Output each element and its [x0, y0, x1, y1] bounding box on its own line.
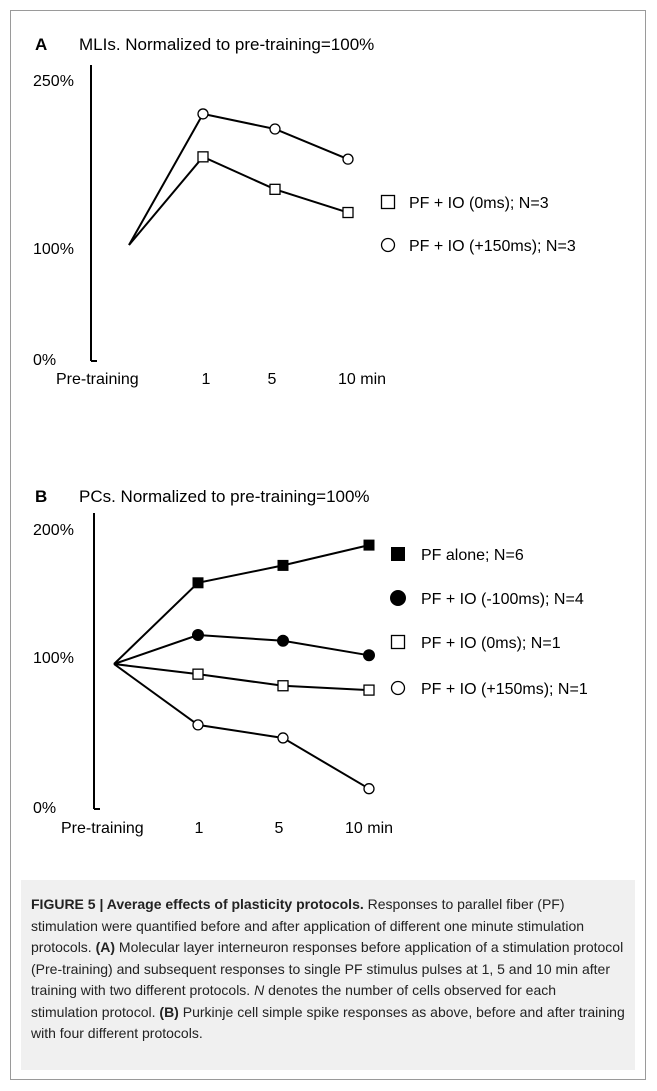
legend-marker — [390, 590, 406, 606]
data-point — [363, 649, 375, 662]
legend-entry: PF + IO (+150ms); N=1 — [390, 680, 588, 698]
series-line — [128, 155, 349, 246]
data-point — [192, 668, 204, 680]
series-line — [113, 663, 370, 790]
caption-a-ref: (A) — [95, 939, 116, 955]
caption-a-text-2: denotes the number of cells observed for… — [31, 982, 557, 1020]
series-line — [113, 633, 370, 665]
data-point — [192, 719, 204, 731]
y-tick-label: 0% — [33, 800, 56, 817]
caption-n-italic: N — [254, 982, 265, 998]
data-point — [342, 206, 354, 219]
y-tick-label: 0% — [33, 352, 56, 369]
panel-a-chart: 250% 100% 0%Pre-training 1 5 10 min PF + IO (0… — [33, 65, 576, 388]
x-tick-label: 10 min — [345, 820, 393, 837]
legend-entry: PF + IO (0ms); N=1 — [390, 634, 561, 652]
caption-a-text-1: Molecular layer interneuron responses be… — [31, 939, 624, 998]
figure-frame: A MLIs. Normalized to pre-training=100% 2… — [10, 10, 646, 1080]
caption-intro: Responses to parallel fiber (PF) stimula… — [31, 896, 585, 955]
panel-b-title-row: B PCs. Normalized to pre-training=100% — [35, 487, 370, 507]
panel-a-title: MLIs. Normalized to pre-training=100% — [79, 35, 375, 54]
legend-label: PF alone; N=6 — [421, 547, 524, 564]
legend-label: PF + IO (-100ms); N=4 — [421, 591, 584, 608]
x-tick-label: Pre-training — [56, 371, 139, 388]
caption-label: FIGURE 5 | Average effects of plasticity… — [31, 896, 364, 912]
legend-label: PF + IO (+150ms); N=3 — [409, 238, 576, 255]
legend-entry: PF + IO (+150ms); N=3 — [380, 237, 576, 255]
data-point — [277, 634, 289, 647]
series-3 — [113, 663, 375, 696]
legend-label: PF + IO (+150ms); N=1 — [421, 681, 588, 698]
panel-a-letter: A — [35, 35, 48, 54]
panel-b-title: PCs. Normalized to pre-training=100% — [79, 487, 370, 506]
series-line — [128, 112, 349, 246]
x-tick-label: 5 — [275, 820, 284, 837]
legend-label: PF + IO (0ms); N=1 — [421, 635, 561, 652]
panel-b-letter: B — [35, 487, 48, 506]
data-point — [197, 151, 209, 163]
data-point — [363, 783, 375, 795]
x-tick-label: 1 — [202, 371, 211, 388]
panel-a-title-row: A MLIs. Normalized to pre-training=100% — [35, 35, 374, 55]
series-4 — [113, 663, 375, 795]
data-point — [277, 732, 289, 744]
panel-b: B PCs. Normalized to pre-training=100% 20… — [11, 461, 647, 871]
data-point — [192, 577, 204, 589]
legend-marker — [380, 237, 396, 253]
data-point — [269, 183, 281, 195]
series-1 — [128, 151, 354, 246]
legend-marker — [380, 194, 396, 210]
x-tick-label: 10 min — [338, 371, 386, 388]
x-tick-label: Pre-training — [61, 820, 144, 837]
data-point — [363, 684, 375, 696]
legend-marker — [390, 680, 406, 696]
legend-entry: PF + IO (-100ms); N=4 — [390, 590, 584, 608]
x-tick-label: 1 — [195, 820, 204, 837]
panel-b-chart: 200% 100% 0% Pre-training 1 5 10 min PF alone; … — [33, 513, 588, 837]
legend-marker — [390, 634, 406, 650]
figure-caption: FIGURE 5 | Average effects of plasticity… — [21, 880, 635, 1070]
data-point — [269, 123, 281, 135]
series-2 — [128, 108, 354, 246]
data-point — [277, 559, 289, 571]
y-tick-label: 250% — [33, 73, 74, 90]
data-point — [197, 108, 209, 120]
x-tick-label: 5 — [268, 371, 277, 388]
y-tick-label: 100% — [33, 241, 74, 258]
series-1 — [113, 539, 375, 665]
data-point — [192, 629, 204, 641]
legend-entry: PF + IO (0ms); N=3 — [380, 194, 549, 212]
y-tick-label: 200% — [33, 522, 74, 539]
panel-a: A MLIs. Normalized to pre-training=100% 2… — [11, 11, 647, 451]
legend-entry: PF alone; N=6 — [391, 547, 524, 564]
caption-b-ref: (B) — [159, 1003, 179, 1020]
legend-marker — [391, 547, 405, 561]
caption-b-text: Purkinje cell simple spike responses as … — [31, 1003, 625, 1042]
y-tick-label: 100% — [33, 650, 74, 667]
series-2 — [113, 629, 375, 665]
data-point — [277, 680, 289, 692]
series-line — [113, 544, 370, 665]
legend-label: PF + IO (0ms); N=3 — [409, 195, 549, 212]
series-line — [113, 663, 370, 692]
data-point — [363, 539, 375, 551]
data-point — [342, 153, 354, 165]
